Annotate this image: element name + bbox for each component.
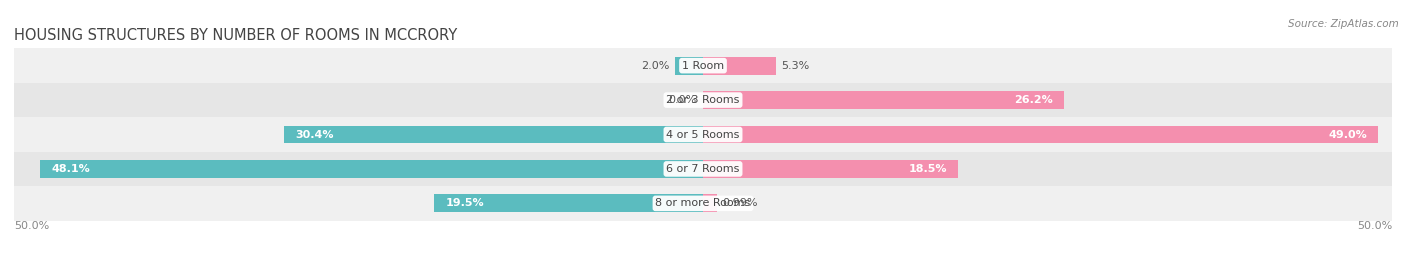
Text: 1 Room: 1 Room	[682, 61, 724, 71]
Text: 49.0%: 49.0%	[1329, 129, 1367, 140]
Bar	[14, 83, 1392, 117]
Text: 30.4%: 30.4%	[295, 129, 333, 140]
Text: 48.1%: 48.1%	[51, 164, 90, 174]
Text: 2 or 3 Rooms: 2 or 3 Rooms	[666, 95, 740, 105]
Bar	[14, 48, 1392, 83]
Text: 50.0%: 50.0%	[1357, 221, 1392, 231]
Bar	[703, 160, 957, 178]
Bar	[703, 91, 1064, 109]
Text: Source: ZipAtlas.com: Source: ZipAtlas.com	[1288, 19, 1399, 29]
Text: 26.2%: 26.2%	[1014, 95, 1053, 105]
Bar	[703, 57, 776, 75]
Text: HOUSING STRUCTURES BY NUMBER OF ROOMS IN MCCRORY: HOUSING STRUCTURES BY NUMBER OF ROOMS IN…	[14, 28, 457, 43]
Bar	[14, 152, 1392, 186]
Text: 19.5%: 19.5%	[446, 198, 484, 208]
Text: 0.99%: 0.99%	[723, 198, 758, 208]
Text: 6 or 7 Rooms: 6 or 7 Rooms	[666, 164, 740, 174]
Bar	[675, 57, 703, 75]
Bar	[703, 194, 717, 212]
Text: 8 or more Rooms: 8 or more Rooms	[655, 198, 751, 208]
Bar	[434, 194, 703, 212]
Text: 18.5%: 18.5%	[908, 164, 946, 174]
Bar	[284, 126, 703, 143]
Bar	[703, 126, 1378, 143]
Text: 4 or 5 Rooms: 4 or 5 Rooms	[666, 129, 740, 140]
Bar	[14, 117, 1392, 152]
Text: 0.0%: 0.0%	[668, 95, 696, 105]
Bar	[14, 186, 1392, 221]
Text: 50.0%: 50.0%	[14, 221, 49, 231]
Text: 2.0%: 2.0%	[641, 61, 669, 71]
Bar	[41, 160, 703, 178]
Text: 5.3%: 5.3%	[782, 61, 810, 71]
